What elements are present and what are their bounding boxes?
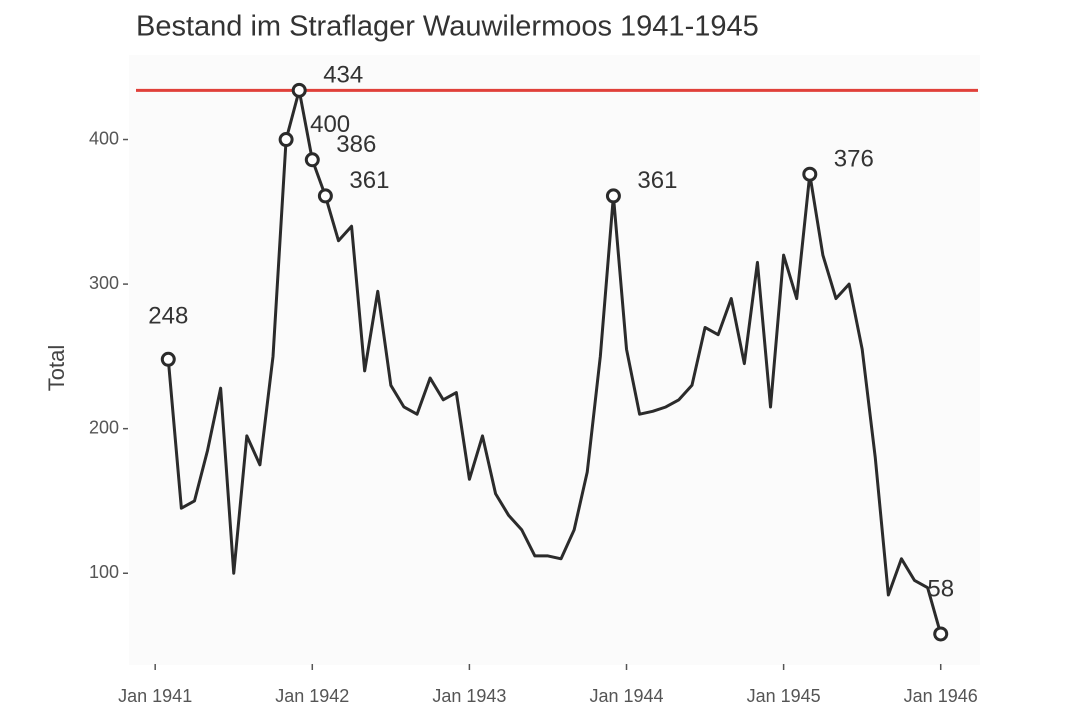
data-label: 434	[323, 62, 363, 89]
y-tick-label: 300	[89, 273, 119, 293]
y-tick-label: 400	[89, 128, 119, 148]
point-marker	[160, 351, 176, 367]
data-line	[166, 88, 943, 635]
x-tick-label: Jan 1943	[432, 686, 506, 706]
x-tick-label: Jan 1944	[589, 686, 663, 706]
y-tick-label: 200	[89, 417, 119, 437]
point-marker	[291, 82, 307, 98]
y-axis-label: Total	[44, 345, 69, 391]
plot-background	[129, 55, 980, 665]
y-tick-label: 100	[89, 562, 119, 582]
data-label: 386	[336, 131, 376, 158]
data-label: 361	[349, 167, 389, 194]
point-marker	[933, 626, 949, 642]
data-label: 376	[834, 146, 874, 173]
point-marker	[278, 132, 294, 148]
data-label: 361	[637, 167, 677, 194]
x-tick-label: Jan 1942	[275, 686, 349, 706]
x-tick-label: Jan 1946	[904, 686, 978, 706]
data-label: 400	[310, 111, 350, 138]
point-marker	[802, 166, 818, 182]
x-tick-label: Jan 1941	[118, 686, 192, 706]
data-label: 58	[927, 575, 954, 602]
chart-title: Bestand im Straflager Wauwilermoos 1941-…	[136, 11, 759, 43]
data-label: 248	[148, 303, 188, 330]
point-marker	[304, 152, 320, 168]
point-marker	[317, 188, 333, 204]
x-tick-label: Jan 1945	[747, 686, 821, 706]
point-marker	[605, 188, 621, 204]
